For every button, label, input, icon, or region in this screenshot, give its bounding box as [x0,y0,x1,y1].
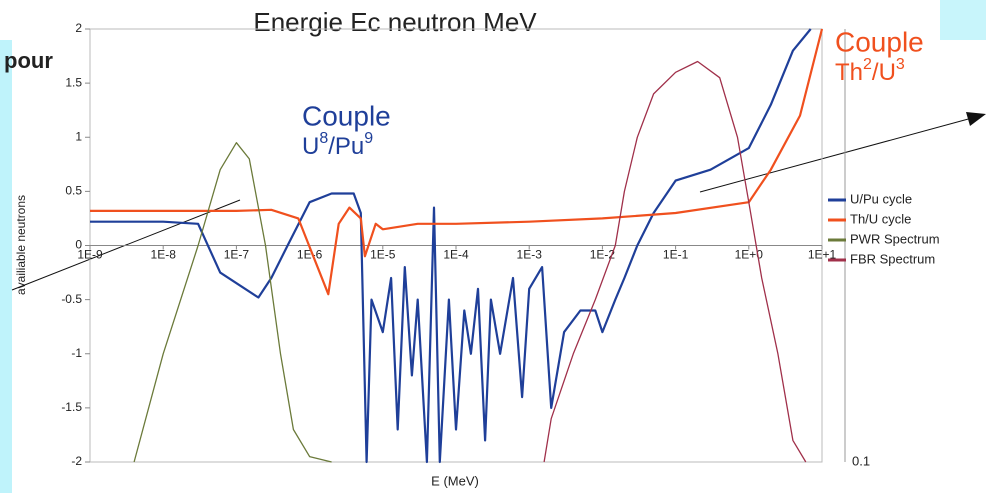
y-tick-label: 1.5 [65,75,82,89]
legend-label: PWR Spectrum [850,231,940,246]
x-tick-label: 1E-4 [443,248,469,262]
annotation-part: 9 [364,130,373,147]
annotation-part: /Pu [328,133,364,160]
annotation-part: 3 [896,56,905,73]
annotation: Couple [835,26,924,57]
x-tick-label: 1E-3 [517,248,543,262]
x-tick-label: 1E-5 [370,248,396,262]
y-axis-label: availiable neutrons [14,195,28,295]
annotation-part: /U [872,59,896,86]
legend-label: U/Pu cycle [850,191,912,206]
side-strip [0,40,12,493]
y-tick-label: -1 [71,346,82,360]
annotation-part: 2 [863,56,872,73]
x-tick-label: 1E-9 [77,248,103,262]
legend-label: Th/U cycle [850,211,911,226]
x-tick-label: 1E+0 [735,248,764,262]
x-tick-label: 1E-6 [297,248,323,262]
y-tick-label: 0.5 [65,184,82,198]
corner-box [940,0,986,40]
x-axis-label: E (MeV) [431,473,479,488]
x-tick-label: 1E-2 [590,248,616,262]
y-tick-label: 0 [75,238,82,252]
annotation: Th2/U3 [835,56,905,86]
annotation: Couple [302,100,391,131]
series-line [90,28,812,464]
annotation-part: 8 [319,130,328,147]
chart-title: Energie Ec neutron MeV [253,7,537,37]
y-tick-label: -2 [71,454,82,468]
x-tick-label: 1E-7 [224,248,250,262]
legend-label: FBR Spectrum [850,251,935,266]
arrow-head [966,112,986,126]
side-text: pour [4,48,53,73]
y-tick-label: -0.5 [61,292,82,306]
series-line [90,28,824,296]
y-tick-label: 1 [75,129,82,143]
series-line [543,60,807,463]
annotation-part: U [302,133,319,160]
y-tick-label: 2 [75,21,82,35]
right-axis-label: 0.1 [852,453,870,468]
y-tick-label: -1.5 [61,400,82,414]
annotation: U8/Pu9 [302,130,373,160]
annotation-part: Th [835,59,863,86]
x-tick-label: 1E+1 [808,248,837,262]
series-line [133,142,332,463]
x-tick-label: 1E-8 [151,248,177,262]
x-tick-label: 1E-1 [663,248,689,262]
